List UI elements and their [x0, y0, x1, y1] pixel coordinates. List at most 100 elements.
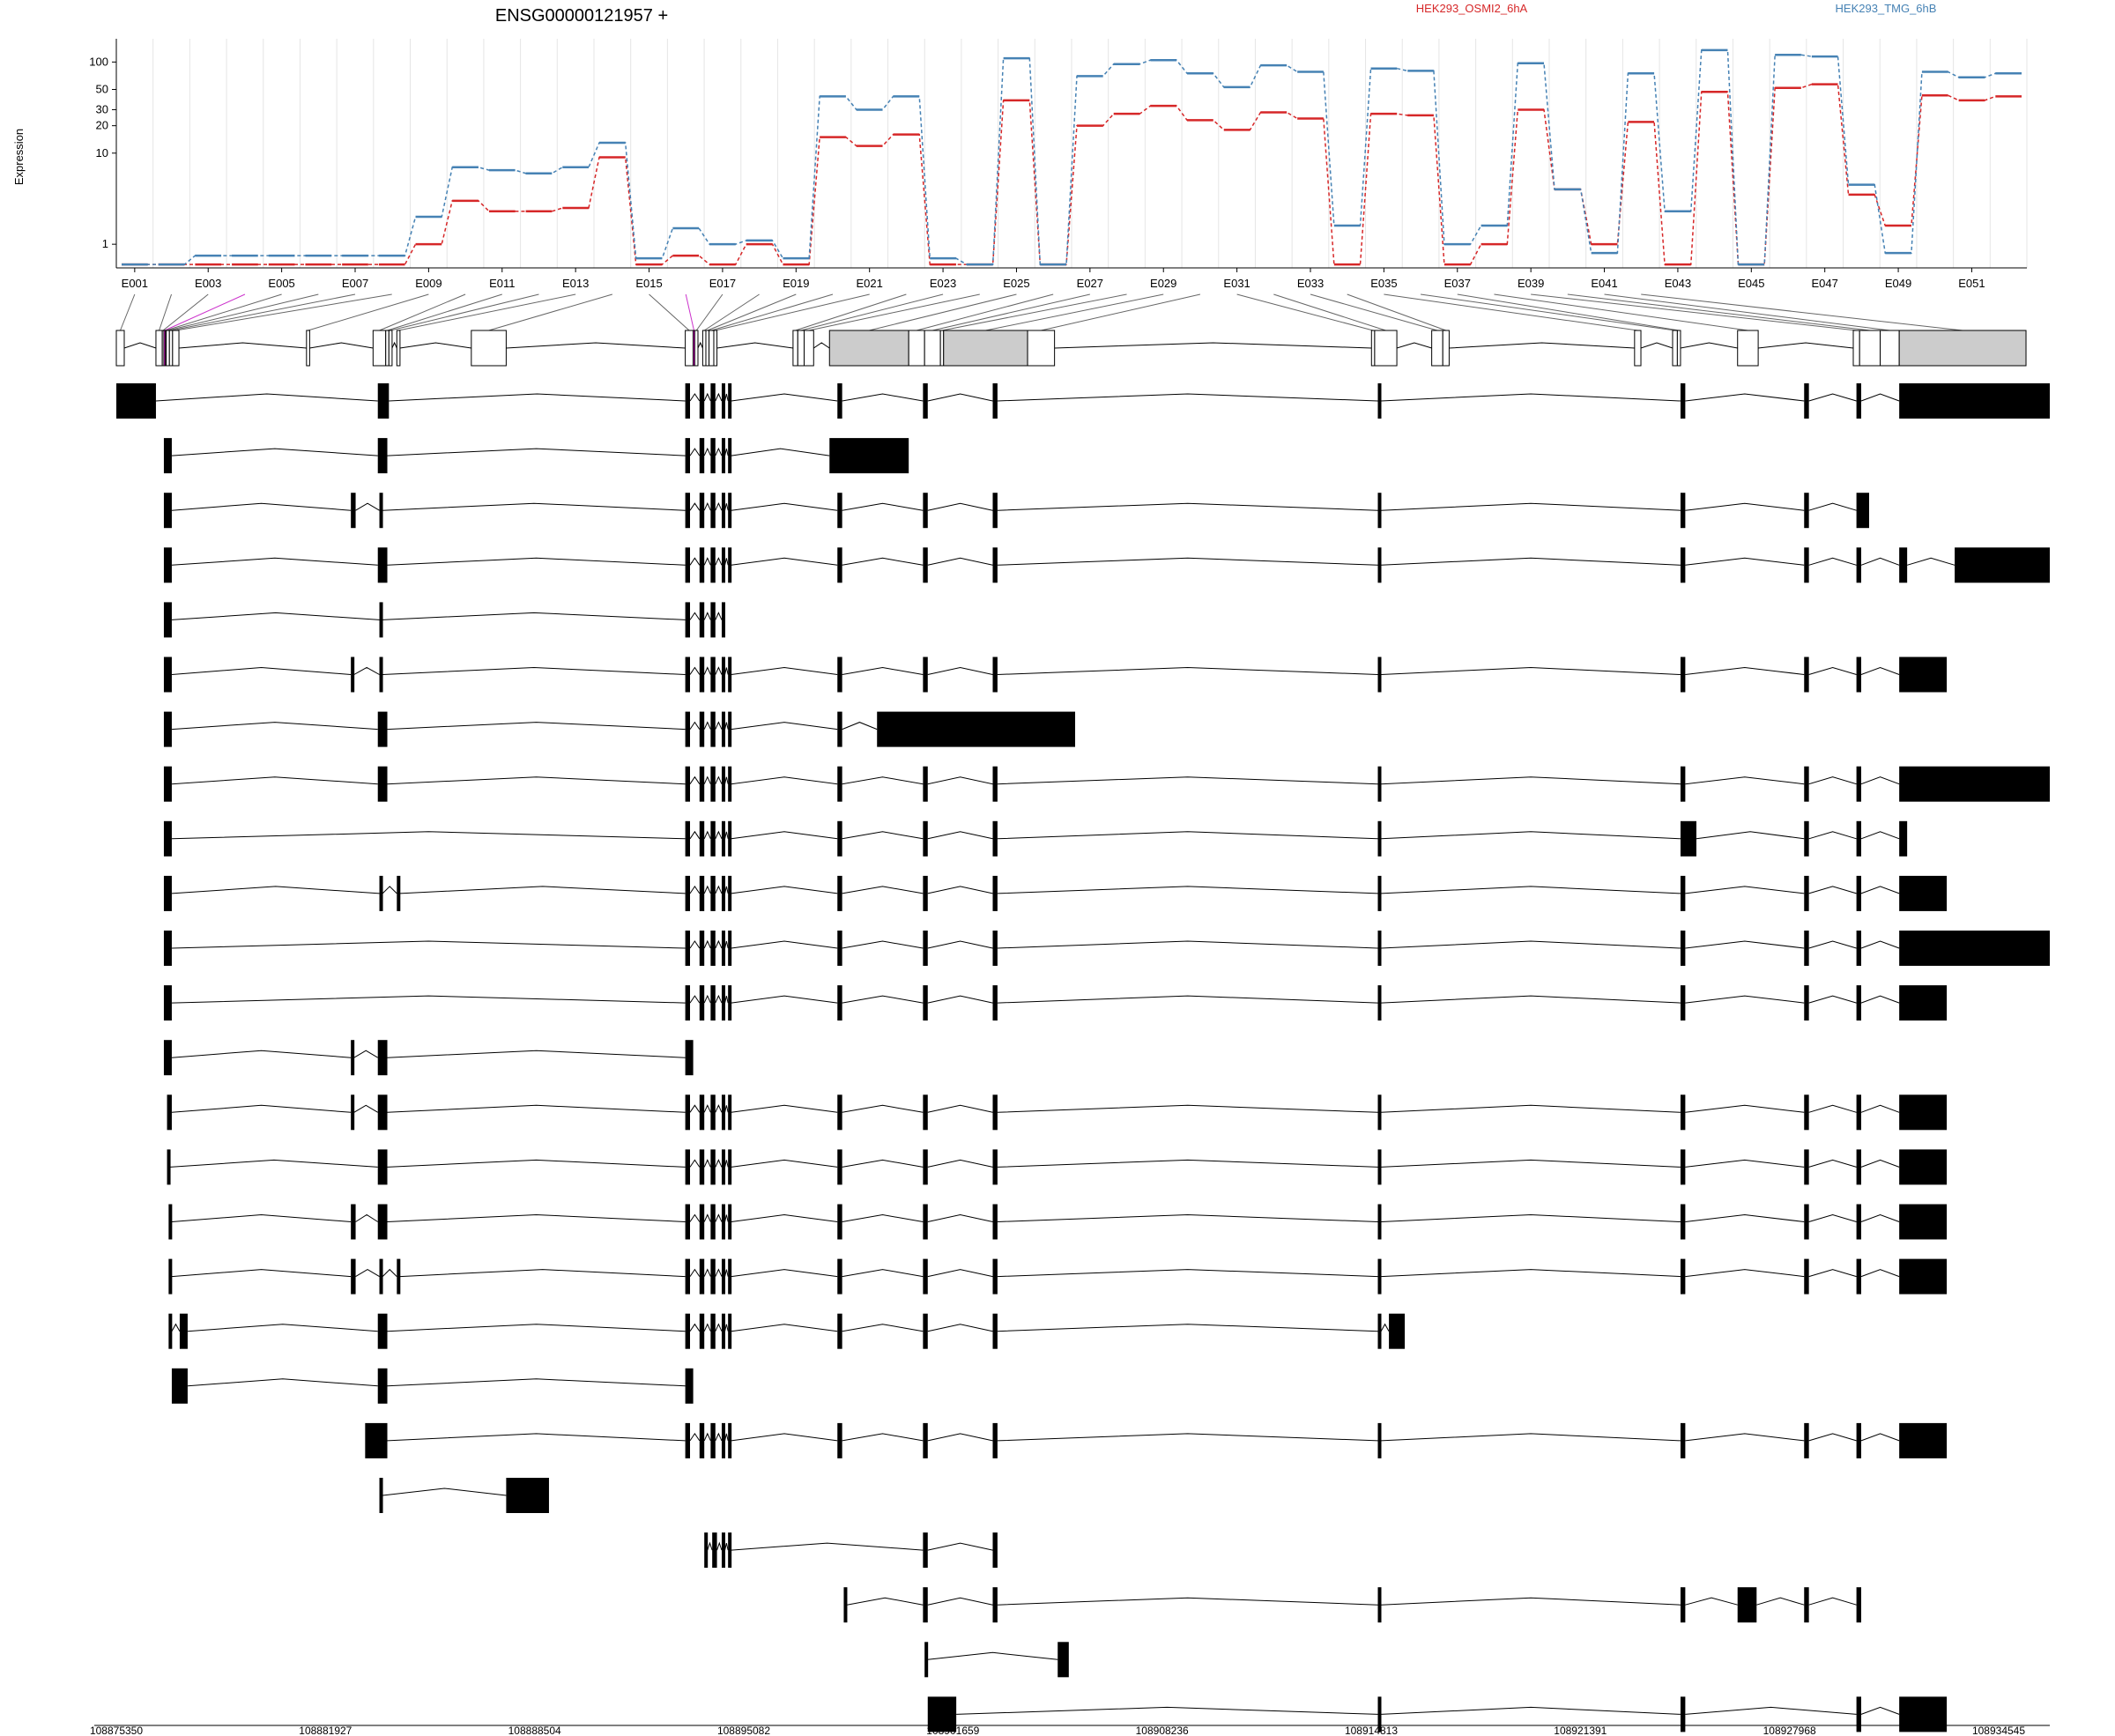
connector-line — [941, 293, 1127, 331]
transcript-exon — [163, 985, 172, 1021]
gene-model-exon — [1374, 330, 1398, 367]
transcript-exon — [179, 1313, 188, 1349]
transcript-exon — [728, 711, 732, 747]
connector-line — [1421, 293, 1675, 331]
transcript-exon — [1856, 547, 1861, 583]
transcript-exon — [837, 657, 842, 693]
transcript-exon — [685, 711, 691, 747]
transcript-exon — [710, 1094, 716, 1131]
transcript-exon — [377, 1313, 388, 1349]
transcript-exon — [377, 438, 388, 474]
transcript-exon — [163, 931, 172, 966]
transcript-exon — [1377, 1258, 1382, 1295]
transcript-exon — [163, 875, 172, 911]
transcript-exon — [377, 1204, 388, 1240]
x-tick-label: E035 — [1370, 277, 1397, 290]
transcript-exon — [1680, 657, 1686, 693]
transcript-exon — [1680, 985, 1686, 1021]
transcript-exon — [1804, 1422, 1809, 1458]
transcript-exon — [699, 1149, 705, 1185]
transcript-intron — [171, 447, 830, 456]
transcript-exon — [685, 657, 691, 693]
gene-model-exon — [306, 330, 310, 367]
transcript-exon — [728, 766, 732, 802]
transcript-exon — [721, 493, 725, 529]
connector-line — [932, 293, 1090, 331]
transcript-intron — [171, 1050, 686, 1058]
transcript-exon — [837, 711, 842, 747]
transcript-exon — [721, 1422, 725, 1458]
x-tick-label: E049 — [1885, 277, 1911, 290]
transcript-exon — [837, 875, 842, 911]
transcript-intron — [171, 1213, 1900, 1222]
transcript-exon — [923, 875, 928, 911]
transcript-exon — [1680, 1094, 1686, 1131]
transcript-exon — [992, 1422, 998, 1458]
transcript-exon — [379, 657, 383, 693]
transcript-exon — [699, 438, 705, 474]
x-tick-label: E005 — [268, 277, 294, 290]
transcript-exon — [685, 1040, 694, 1076]
transcript-exon — [721, 875, 725, 911]
transcript-exon — [992, 875, 998, 911]
transcript-exon — [377, 547, 388, 583]
x-tick-label: E031 — [1223, 277, 1250, 290]
transcript-exon — [710, 657, 716, 693]
transcript-exon — [685, 875, 691, 911]
transcript-exon — [1856, 985, 1861, 1021]
transcript-exon — [699, 875, 705, 911]
transcript-exon — [1856, 1587, 1861, 1623]
transcript-intron — [927, 1651, 1058, 1660]
connector-line — [1457, 293, 1680, 331]
transcript-exon — [837, 1094, 842, 1131]
transcript-intron — [171, 939, 1900, 949]
y-axis-label: Expression — [12, 129, 26, 185]
y-tick-label: 20 — [96, 119, 108, 132]
transcript-exon — [168, 1258, 173, 1295]
transcript-exon — [379, 602, 383, 638]
transcript-exon — [699, 1258, 705, 1295]
transcript-exon — [837, 1258, 842, 1295]
transcript-intron — [846, 1597, 1857, 1606]
connector-line — [379, 293, 466, 331]
transcript-exon — [167, 1094, 172, 1131]
transcript-exon — [1856, 657, 1861, 693]
gene-model-exon — [1431, 330, 1443, 367]
transcript-exon — [923, 1204, 928, 1240]
transcript-exon — [710, 820, 716, 857]
series-line — [122, 49, 2022, 265]
legend-entry-1: HEK293_TMG_6hB — [1836, 2, 1937, 15]
transcript-exon — [685, 1313, 691, 1349]
transcript-exon — [728, 875, 732, 911]
transcript-exon — [992, 985, 998, 1021]
transcript-intron — [171, 1104, 1900, 1113]
transcript-exon — [992, 493, 998, 529]
connector-line — [707, 293, 797, 331]
transcript-exon — [923, 985, 928, 1021]
gene-model-exon — [1634, 330, 1642, 367]
transcript-exon — [1856, 931, 1861, 966]
transcript-exon — [699, 657, 705, 693]
transcript-exon — [1680, 547, 1686, 583]
transcript-exon — [163, 820, 172, 857]
transcript-exon — [1737, 1587, 1757, 1623]
transcript-exon — [397, 1258, 401, 1295]
transcript-exon — [1377, 1587, 1382, 1623]
connector-line — [1531, 293, 1857, 331]
plot-layer: 1 10 20 30 50 100 E001 E003 E005 E007 E009 E011 E013… — [89, 39, 2050, 1736]
transcript-intron — [171, 775, 1900, 785]
transcript-intron — [171, 557, 1955, 566]
transcript-exon — [728, 493, 732, 529]
transcript-exon — [351, 493, 356, 529]
transcript-exon — [699, 931, 705, 966]
transcript-exon — [843, 1587, 848, 1623]
transcript-exon — [837, 766, 842, 802]
transcript-exon — [1899, 1422, 1948, 1458]
connector-line — [695, 293, 724, 331]
transcript-exon — [992, 383, 998, 419]
transcript-exon — [1377, 820, 1382, 857]
transcript-exon — [351, 1204, 356, 1240]
transcript-exon — [1804, 1149, 1809, 1185]
transcript-exon — [1680, 1149, 1686, 1185]
transcript-exon — [351, 657, 355, 693]
